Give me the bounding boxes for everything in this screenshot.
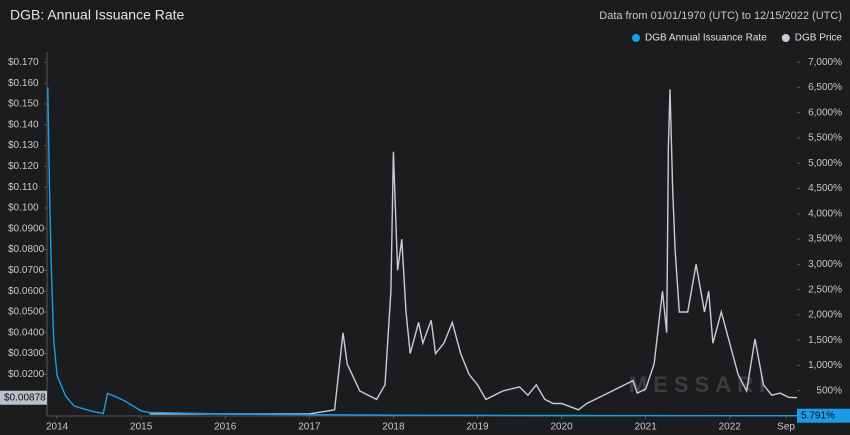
x-tick-label: 2020 [550,422,573,433]
y2-tick-label: 4,500% [808,183,842,194]
current-value-label: $0.00878 [4,392,46,403]
y2-tick-label: 2,000% [808,310,842,321]
series-line [47,87,798,417]
y-tick-label: $0.130 [8,140,39,151]
y2-tick-label: 1,500% [808,335,842,346]
y-tick-label: $0.160 [8,78,39,89]
current-value-box [0,390,47,405]
y2-tick-label: 5,500% [808,133,842,144]
y-tick-label: $0.140 [8,119,39,130]
x-tick-label: 2019 [466,422,489,433]
current-value-box [797,408,850,423]
x-tick-label: 2016 [214,422,237,433]
x-tick-label: Sep [777,422,795,433]
y2-tick-label: 3,000% [808,259,842,270]
y2-tick-label: 5,000% [808,158,842,169]
legend-marker [632,34,641,42]
y2-tick-label: 7,000% [808,57,842,68]
legend-marker [781,34,790,42]
y-tick-label: $0.0200 [8,369,45,380]
x-tick-label: 2014 [46,422,69,433]
y-tick-label: $0.120 [8,161,39,172]
x-tick-label: 2021 [635,422,658,433]
x-tick-label: 2022 [719,422,742,433]
current-value-label: 5.791% [801,410,835,421]
y-tick-label: $0.0300 [8,348,45,359]
y2-tick-label: 6,500% [808,82,842,93]
series-line [149,89,798,415]
x-tick-label: 2015 [130,422,153,433]
y-tick-label: $0.0800 [8,244,45,255]
y2-tick-label: 2,500% [808,284,842,295]
y2-tick-label: 6,000% [808,107,842,118]
chart-title: DGB: Annual Issuance Rate [10,7,185,23]
legend: DGB Price DGB Annual Issuance Rate [632,33,842,44]
y-tick-label: $0.0700 [8,265,45,276]
x-tick-label: 2018 [382,422,405,433]
y-tick-label: $0.0500 [8,307,45,318]
y2-tick-label: 3,500% [808,234,842,245]
legend-label: DGB Annual Issuance Rate [645,33,767,44]
chart-subtitle: Data from 01/01/1970 (UTC) to 12/15/2022… [599,10,842,22]
y-tick-label: $0.0400 [8,327,45,338]
y2-tick-label: 4,000% [808,208,842,219]
y-tick-label: $0.110 [8,182,38,193]
y-tick-label: $0.0900 [8,223,45,234]
y2-tick-label: 1,000% [808,360,842,371]
x-tick-label: 2017 [298,422,321,433]
y-tick-label: $0.0600 [8,286,45,297]
y-tick-label: $0.170 [8,57,39,68]
y-tick-label: $0.150 [8,99,39,110]
legend-label: DGB Price [795,33,843,44]
y-tick-label: $0.100 [8,203,39,214]
y2-tick-label: 500% [816,385,842,396]
